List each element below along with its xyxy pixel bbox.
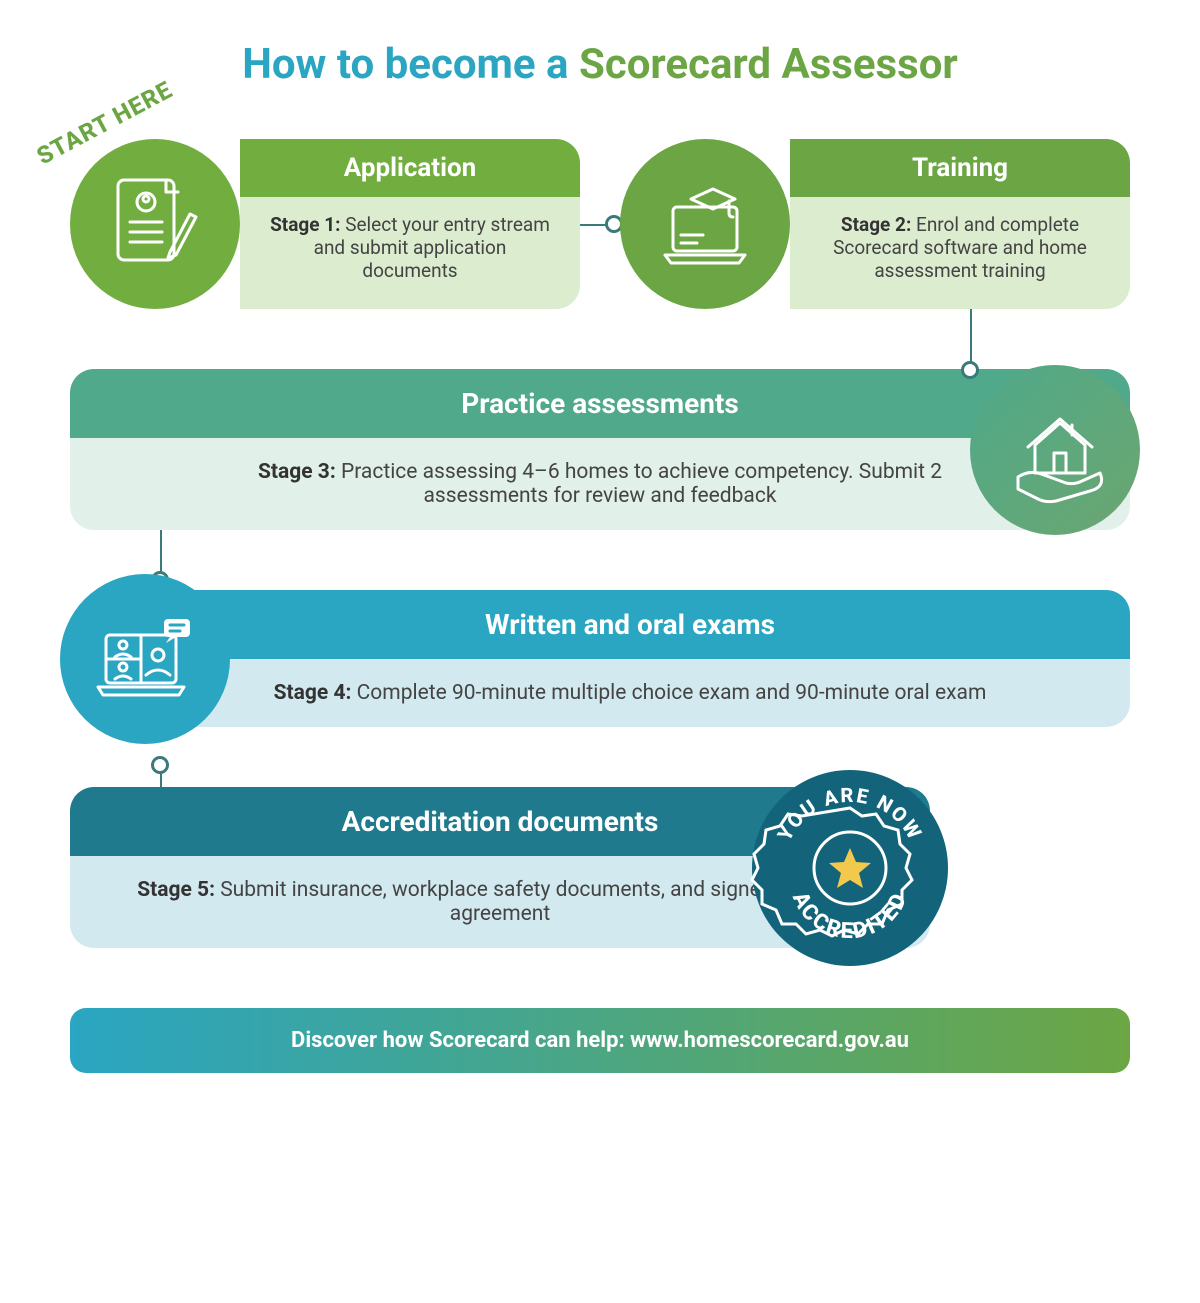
- accredited-badge: YOU ARE NOW ACCREDITED: [750, 768, 950, 968]
- stage-desc: Complete 90-minute multiple choice exam …: [357, 681, 987, 705]
- stage-desc: Practice assessing 4–6 homes to achieve …: [341, 460, 942, 508]
- page-title: How to become a Scorecard Assessor: [70, 40, 1130, 89]
- stage-label: Stage 4:: [274, 681, 352, 705]
- card-header: Training: [790, 139, 1130, 197]
- card-description: Stage 4: Complete 90-minute multiple cho…: [130, 659, 1130, 727]
- laptop-chat-icon: [60, 574, 230, 744]
- stage-card-exams: Written and oral exams Stage 4: Complete…: [70, 590, 1130, 727]
- card-description: Stage 1: Select your entry stream and su…: [240, 197, 580, 309]
- stage-card-practice: Practice assessments Stage 3: Practice a…: [70, 369, 1130, 530]
- title-suffix: Scorecard Assessor: [579, 40, 958, 89]
- card-body: Training Stage 2: Enrol and complete Sco…: [750, 139, 1130, 309]
- card-header: Practice assessments: [70, 369, 1130, 438]
- card-header: Application: [240, 139, 580, 197]
- stage-card-application: Application Stage 1: Select your entry s…: [70, 139, 580, 309]
- card-description: Stage 2: Enrol and complete Scorecard so…: [790, 197, 1130, 309]
- hand-house-icon: [970, 365, 1140, 535]
- stage-card-accreditation: Accreditation documents Stage 5: Submit …: [70, 787, 930, 948]
- document-pencil-icon: [70, 139, 240, 309]
- connector-dot: [151, 756, 169, 774]
- stage-desc: Select your entry stream and submit appl…: [314, 213, 550, 282]
- stage-label: Stage 3:: [258, 460, 336, 484]
- connector-dot: [961, 361, 979, 379]
- card-header: Written and oral exams: [130, 590, 1130, 659]
- stage-label: Stage 2:: [841, 213, 911, 236]
- card-body: Application Stage 1: Select your entry s…: [200, 139, 580, 309]
- title-prefix: How to become a: [242, 40, 579, 89]
- stage-card-training: Training Stage 2: Enrol and complete Sco…: [620, 139, 1130, 309]
- stage-label: Stage 1:: [270, 213, 340, 236]
- footer-cta: Discover how Scorecard can help: www.hom…: [70, 1008, 1130, 1073]
- infographic-canvas: START HERE Application Stage 1: Select y…: [70, 139, 1130, 1073]
- row-stages-1-2: START HERE Application Stage 1: Select y…: [70, 139, 1130, 309]
- stage-label: Stage 5:: [137, 878, 215, 902]
- laptop-grad-icon: [620, 139, 790, 309]
